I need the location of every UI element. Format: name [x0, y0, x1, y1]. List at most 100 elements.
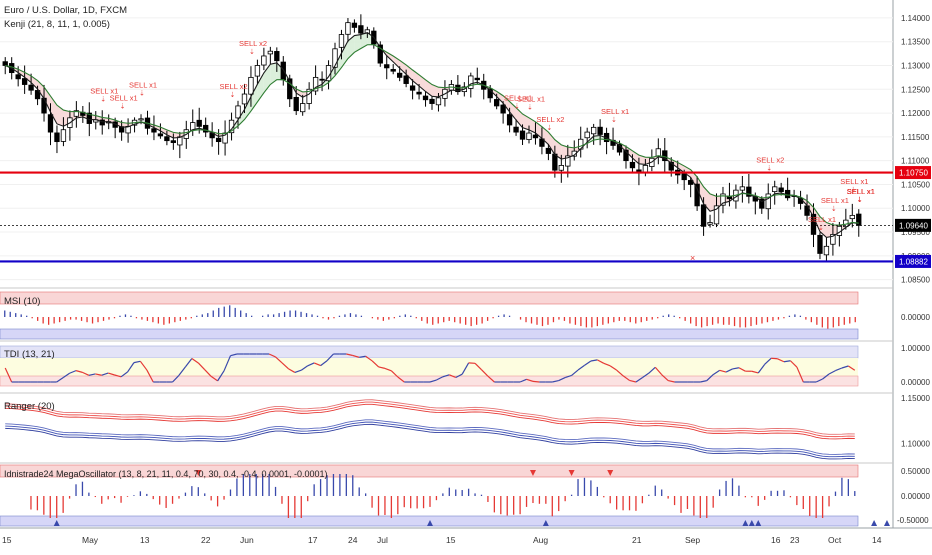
candle-body — [430, 99, 435, 103]
candle-body — [559, 165, 564, 170]
candle-body — [630, 162, 635, 167]
msi-tick-label: 0.00000 — [901, 313, 930, 322]
candle-body — [346, 23, 351, 35]
candle-body — [494, 99, 499, 105]
price-level-label: 1.10750 — [899, 169, 928, 178]
tdi-line-segment — [533, 381, 539, 382]
sell-signal-label: SELL x2 — [220, 82, 248, 91]
time-tick-label: 14 — [872, 535, 882, 545]
candle-body — [249, 77, 254, 94]
time-tick-label: 24 — [348, 535, 358, 545]
time-tick-label: Jul — [377, 535, 388, 545]
candle-body — [275, 51, 280, 60]
price-tick-label: 1.10000 — [901, 204, 930, 213]
ranger-tick-label: 1.10000 — [901, 439, 930, 448]
candle-body — [42, 98, 47, 113]
sell-signal-label: SELL x2 — [536, 115, 564, 124]
time-tick-label: Oct — [828, 535, 842, 545]
sell-signal-label: SELL x2 — [239, 39, 267, 48]
candle-body — [818, 235, 823, 253]
candle-body — [779, 188, 784, 192]
candle-body — [772, 187, 777, 192]
candle-body — [417, 92, 422, 94]
sell-signal-arrow: ⇣ — [527, 104, 533, 112]
price-tick-label: 1.14000 — [901, 14, 930, 23]
price-tick-label: 1.12000 — [901, 109, 930, 118]
sell-signal-arrow: ⇣ — [230, 91, 236, 99]
candle-body — [410, 86, 415, 90]
candle-body — [236, 106, 241, 118]
candle-body — [320, 79, 325, 80]
candle-body — [139, 119, 144, 120]
time-tick-label: 21 — [632, 535, 642, 545]
sell-signal-label: SELL x1 — [847, 187, 875, 196]
candle-body — [404, 76, 409, 84]
candle-body — [501, 105, 506, 113]
candle-body — [359, 26, 364, 33]
candle-body — [242, 94, 247, 104]
sell-signal-arrow: ⇣ — [766, 165, 772, 173]
sell-signal-arrow: ⇣ — [120, 103, 126, 111]
time-tick-label: 15 — [2, 535, 12, 545]
sell-signal-label: SELL x1 — [601, 107, 629, 116]
candle-body — [339, 35, 344, 48]
price-level-label: 1.09640 — [899, 221, 928, 230]
sell-signal-label: SELL x1 — [840, 177, 868, 186]
candle-body — [61, 130, 66, 142]
candle-body — [598, 127, 603, 134]
candle-body — [22, 79, 27, 85]
candle-body — [171, 141, 176, 143]
candle-body — [29, 85, 34, 90]
candle-body — [708, 223, 713, 225]
candle-body — [48, 115, 53, 132]
candle-body — [397, 73, 402, 77]
tdi-tick-label: 1.00000 — [901, 344, 930, 353]
price-tick-label: 1.13500 — [901, 38, 930, 47]
time-tick-label: May — [82, 535, 99, 545]
sell-signal-label: SELL x1 — [110, 94, 138, 103]
time-tick-label: Sep — [685, 535, 700, 545]
price-tick-label: 1.10500 — [901, 180, 930, 189]
price-tick-label: 1.11500 — [901, 133, 930, 142]
candle-body — [850, 215, 855, 218]
symbol-title: Euro / U.S. Dollar, 1D, FXCM — [4, 5, 127, 16]
time-tick-label: 13 — [140, 535, 150, 545]
sell-signal-label: SELL x1 — [517, 95, 545, 104]
candle-body — [656, 149, 661, 156]
kenji-indicator-label: Kenji (21, 8, 11, 1, 0.005) — [4, 19, 110, 30]
candle-body — [294, 97, 299, 110]
candle-body — [262, 56, 267, 65]
candle-body — [701, 205, 706, 226]
sell-signal-arrow: ⇣ — [857, 196, 863, 204]
sell-signal-arrow: ⇣ — [139, 89, 145, 97]
candle-body — [268, 51, 273, 54]
candle-body — [16, 75, 21, 79]
mega-tick-label: 0.50000 — [901, 467, 930, 476]
msi-panel-title: MSI (10) — [4, 296, 40, 307]
candle-body — [255, 65, 260, 76]
candle-body — [281, 62, 286, 80]
candle-body — [423, 96, 428, 100]
candle-body — [695, 184, 700, 206]
time-tick-label: 15 — [446, 535, 456, 545]
ranger-panel-title: Ranger (20) — [4, 401, 55, 412]
mega-tick-label: -0.50000 — [897, 516, 929, 525]
candle-body — [469, 76, 474, 88]
candle-body — [55, 133, 60, 142]
mega-tick-label: 0.00000 — [901, 492, 930, 501]
candle-body — [384, 65, 389, 68]
candle-body — [3, 62, 8, 66]
sell-signal-arrow: ⇣ — [546, 124, 552, 132]
ranger-tick-label: 1.15000 — [901, 394, 930, 403]
sell-signal-label: SELL x2 — [756, 156, 784, 165]
tdi-middle-zone — [0, 358, 858, 376]
price-level-label: 1.08882 — [899, 257, 928, 266]
candle-body — [507, 115, 512, 125]
candle-body — [436, 98, 441, 105]
candle-body — [740, 187, 745, 190]
candle-body — [165, 137, 170, 141]
tdi-panel-title: TDI (13, 21) — [4, 349, 55, 360]
megaoscillator-panel-title: Idnistrade24 MegaOscillator (13, 8, 21, … — [4, 469, 328, 479]
time-tick-label: 16 — [771, 535, 781, 545]
